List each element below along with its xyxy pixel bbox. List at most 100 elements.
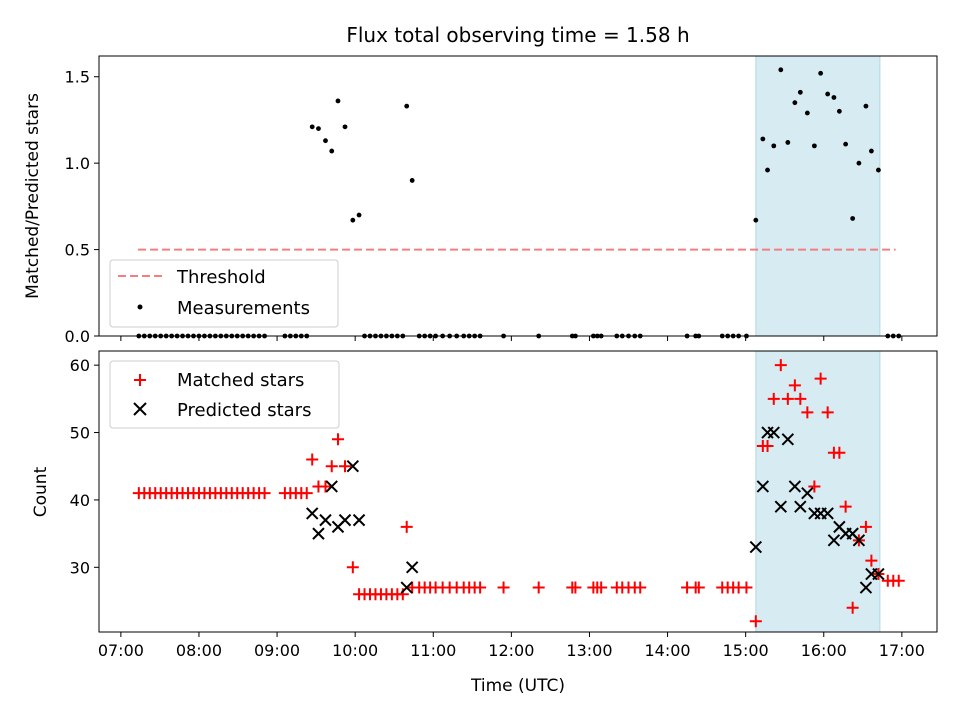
measurement-point [797, 89, 803, 95]
bottom-plot-frame [98, 350, 938, 633]
matched-star-point [740, 581, 753, 594]
bottom-legend: Matched stars Predicted stars [109, 360, 340, 429]
measurement-point [868, 148, 874, 154]
x-axis-label: Time (UTC) [470, 676, 565, 696]
matched-star-point [258, 487, 271, 500]
measurement-point [825, 91, 831, 97]
measurement-point [771, 143, 777, 149]
top-y-tick-label: 0.5 [65, 241, 90, 260]
predicted-star-point [801, 486, 814, 500]
legend-threshold-label: Threshold [176, 267, 266, 288]
predicted-star-point [794, 500, 807, 513]
legend-measurements-swatch [137, 304, 143, 310]
predicted-star-point [827, 534, 841, 547]
top-legend: Threshold Measurements [109, 259, 339, 328]
legend-measurements-label: Measurements [177, 298, 310, 319]
predicted-star-point [756, 480, 770, 493]
measurement-point [818, 70, 824, 76]
predicted-star-point [346, 460, 360, 473]
predicted-star-point [774, 500, 788, 513]
measurement-point [836, 108, 842, 114]
predicted-star-point [312, 527, 325, 540]
top-y-axis-label: Matched/Predicted stars [23, 93, 43, 299]
x-tick-label: 09:00 [254, 641, 300, 660]
measurement-point [785, 140, 791, 145]
bottom-panel: 07:00 08:00 09:00 10:00 11:00 12:00 13:00 14:00… [31, 350, 938, 696]
x-tick-label: 08:00 [176, 641, 222, 660]
matched-star-point [821, 406, 834, 419]
x-tick-label: 07:00 [98, 641, 144, 660]
matched-star-point [788, 379, 801, 392]
legend-predicted-swatch [133, 402, 147, 416]
predicted-star-point [405, 561, 419, 574]
measurement-point [856, 160, 862, 166]
x-tick-label: 11:00 [410, 641, 456, 660]
matched-star-point [634, 581, 647, 594]
matched-star-point [300, 487, 313, 500]
matched-star-point [331, 433, 344, 446]
matched-star-point [319, 480, 332, 493]
matched-star-point [801, 406, 814, 419]
measurement-point [760, 136, 766, 142]
top-legend-box [109, 259, 339, 328]
x-tick-label: 17:00 [879, 641, 925, 660]
matched-star-point [833, 446, 846, 459]
x-tick-label: 13:00 [566, 641, 612, 660]
top-y-tick-label: 1.0 [65, 154, 90, 173]
measurement-point [831, 95, 837, 100]
measurement-point [329, 148, 335, 154]
bot-y-tick-label: 60 [70, 356, 90, 375]
legend-matched-swatch [134, 374, 146, 386]
matched-star-point [339, 460, 352, 473]
predicted-star-point [852, 534, 866, 547]
matched-star-point [774, 359, 787, 372]
matched-star-point [839, 500, 852, 513]
predicted-star-point [821, 507, 834, 520]
x-tick-label: 14:00 [645, 641, 691, 660]
top-highlight-span [755, 55, 881, 337]
matched-star-point [781, 392, 794, 405]
matched-star-point [749, 615, 762, 628]
bottom-y-axis-label: Count [31, 466, 51, 517]
measurement-point [863, 103, 869, 109]
x-tick-label: 12:00 [488, 641, 534, 660]
matched-star-point [306, 453, 319, 466]
legend-matched-label: Matched stars [177, 370, 304, 391]
predicted-star-point [749, 540, 763, 554]
predicted-star-point [859, 581, 873, 594]
bot-y-tick-label: 30 [70, 558, 90, 577]
predicted-star-point [872, 567, 885, 581]
matched-star-point [761, 440, 774, 453]
matched-star-point [325, 460, 338, 473]
measurement-point [792, 100, 798, 106]
matched-star-point [692, 581, 705, 594]
predicted-star-point [319, 513, 332, 527]
measurement-point [843, 141, 849, 147]
top-plot-frame [98, 55, 938, 337]
matched-star-point [846, 601, 859, 614]
measurement-point [804, 110, 810, 116]
x-tick-label: 10:00 [332, 641, 378, 660]
legend-predicted-label: Predicted stars [177, 400, 311, 421]
top-panel: 0.0 0.5 1.0 1.5 Matched/Predicted stars Thr… [23, 55, 938, 346]
matched-star-point [808, 480, 821, 493]
measurement-point [350, 217, 356, 223]
measurement-point [323, 138, 328, 144]
matched-star-point [400, 520, 413, 533]
x-tick-label: 16:00 [801, 641, 847, 660]
predicted-star-point [767, 426, 780, 439]
top-y-tick-label: 1.5 [65, 68, 90, 87]
matched-star-point [569, 581, 582, 594]
matched-star-point [595, 581, 608, 594]
matched-star-point [346, 561, 359, 574]
matched-star-point [814, 372, 827, 385]
matched-star-point [794, 392, 807, 405]
bot-y-tick-label: 50 [70, 424, 90, 443]
predicted-star-point [788, 480, 802, 493]
predicted-star-point [781, 433, 795, 446]
matched-star-point [865, 554, 878, 567]
measurement-point [811, 143, 817, 149]
measurement-point [409, 178, 415, 183]
top-y-tick-label: 0.0 [65, 327, 90, 346]
predicted-star-point [338, 513, 352, 527]
